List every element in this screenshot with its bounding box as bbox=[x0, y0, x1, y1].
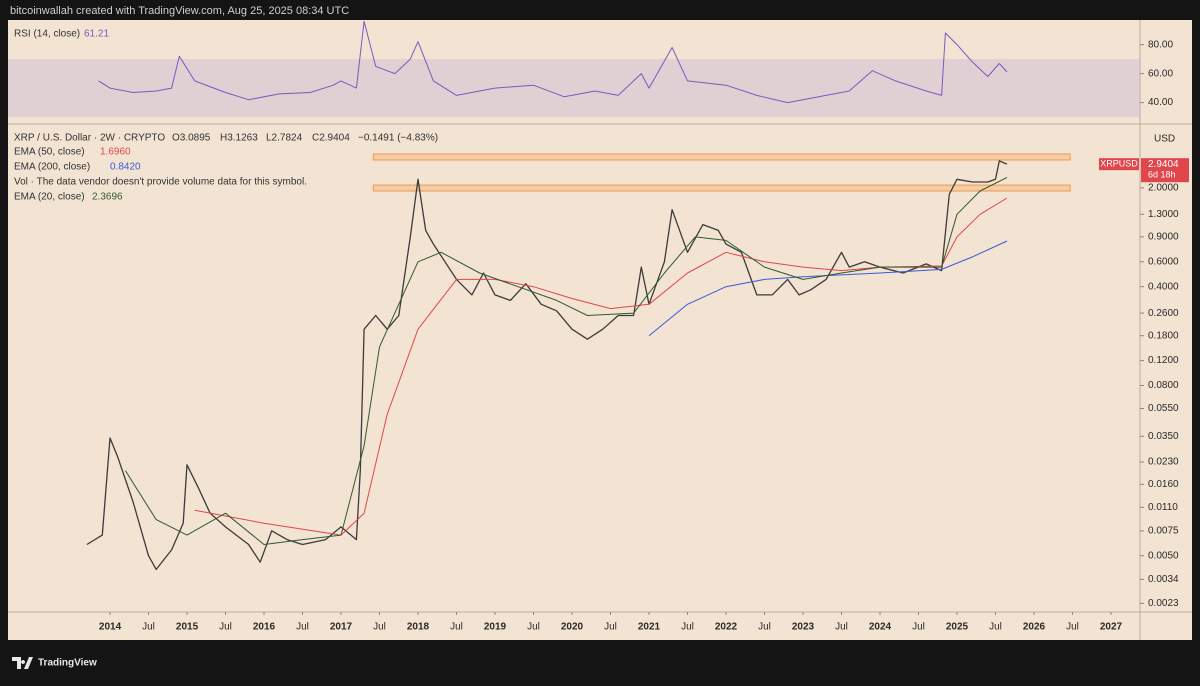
x-tick-label: 2016 bbox=[253, 622, 276, 633]
rsi-tick-label: 60.00 bbox=[1148, 68, 1173, 79]
rsi-tick-label: 40.00 bbox=[1148, 97, 1173, 108]
y-tick-label: 0.0075 bbox=[1148, 525, 1179, 536]
y-tick-label: 0.0230 bbox=[1148, 457, 1179, 468]
x-tick-label: 2026 bbox=[1023, 622, 1046, 633]
x-tick-label: Jul bbox=[1066, 622, 1079, 633]
price-tag-price: 2.9404 bbox=[1148, 159, 1179, 170]
y-tick-label: 2.0000 bbox=[1148, 182, 1179, 193]
rsi-name: RSI (14, close) bbox=[14, 29, 80, 40]
y-tick-label: 0.0550 bbox=[1148, 403, 1179, 414]
x-tick-label: Jul bbox=[450, 622, 463, 633]
y-tick-label: 0.4000 bbox=[1148, 281, 1179, 292]
y-tick-label: 0.0160 bbox=[1148, 479, 1179, 490]
x-tick-label: 2025 bbox=[946, 622, 969, 633]
price-tag bbox=[1141, 158, 1189, 183]
ohlc-value: O3.0895 bbox=[172, 133, 211, 144]
y-tick-label: 0.1800 bbox=[1148, 330, 1179, 341]
brand: TradingView bbox=[38, 658, 97, 669]
x-tick-label: 2017 bbox=[330, 622, 353, 633]
legend-value: 2.3696 bbox=[92, 192, 123, 203]
rsi-plot bbox=[98, 20, 1008, 104]
price-tag-symbol-text: XRPUSD bbox=[1100, 159, 1138, 169]
legend-value: 1.6960 bbox=[100, 147, 131, 158]
ema-line bbox=[124, 176, 1008, 545]
rsi-line bbox=[98, 20, 1008, 104]
x-tick-label: 2021 bbox=[638, 622, 661, 633]
y-tick-label: 0.0110 bbox=[1148, 502, 1178, 513]
y-tick-label: 0.0800 bbox=[1148, 380, 1179, 391]
x-tick-label: 2024 bbox=[869, 622, 892, 633]
price-tag-symbol bbox=[1099, 158, 1139, 171]
y-tick-label: 0.0050 bbox=[1148, 550, 1179, 561]
main-plot bbox=[86, 153, 1071, 571]
chart-background bbox=[8, 20, 1192, 640]
logo-icon bbox=[12, 657, 33, 669]
y-tick-label: 0.9000 bbox=[1148, 232, 1179, 243]
price-tag-countdown: 6d 18h bbox=[1148, 170, 1176, 180]
symbol: XRP / U.S. Dollar · 2W · CRYPTO bbox=[14, 133, 165, 144]
x-tick-label: 2015 bbox=[176, 622, 199, 633]
currency: USD bbox=[1154, 134, 1175, 145]
x-tick-label: Jul bbox=[758, 622, 771, 633]
y-tick-label: 0.0350 bbox=[1148, 431, 1179, 442]
attribution: bitcoinwallah created with TradingView.c… bbox=[10, 5, 349, 17]
x-tick-label: Jul bbox=[912, 622, 925, 633]
ohlc-value: L2.7824 bbox=[266, 133, 303, 144]
ohlc-value: C2.9404 bbox=[312, 133, 350, 144]
price-line bbox=[86, 160, 1008, 571]
ohlc-value: −0.1491 (−4.83%) bbox=[358, 133, 438, 144]
legend-name: EMA (20, close) bbox=[14, 192, 85, 203]
rsi-tick-label: 80.00 bbox=[1148, 39, 1173, 50]
x-tick-label: Jul bbox=[527, 622, 540, 633]
x-tick-label: 2014 bbox=[99, 622, 122, 633]
x-tick-label: Jul bbox=[835, 622, 848, 633]
x-tick-label: Jul bbox=[296, 622, 309, 633]
x-tick-label: Jul bbox=[989, 622, 1002, 633]
footer-logo: TradingView bbox=[12, 657, 97, 669]
y-tick-label: 0.2600 bbox=[1148, 308, 1179, 319]
x-tick-label: 2020 bbox=[561, 622, 584, 633]
y-tick-label: 0.1200 bbox=[1148, 355, 1179, 366]
resistance-zone bbox=[372, 153, 1071, 161]
legend: XRP / U.S. Dollar · 2W · CRYPTO Vol · Th… bbox=[14, 133, 438, 203]
x-tick-label: 2018 bbox=[407, 622, 430, 633]
rsi-value: 61.21 bbox=[84, 29, 109, 40]
x-tick-label: Jul bbox=[373, 622, 386, 633]
x-tick-label: 2019 bbox=[484, 622, 507, 633]
x-tick-label: Jul bbox=[142, 622, 155, 633]
rsi-band bbox=[8, 59, 1140, 118]
y-tick-label: 0.0023 bbox=[1148, 598, 1179, 609]
x-tick-label: Jul bbox=[604, 622, 617, 633]
y-tick-label: 0.0034 bbox=[1148, 574, 1179, 585]
y-tick-label: 1.3000 bbox=[1148, 209, 1179, 220]
resistance-zone bbox=[372, 184, 1071, 192]
ohlc-value: H3.1263 bbox=[220, 133, 258, 144]
legend-value: 0.8420 bbox=[110, 162, 141, 173]
ema-line bbox=[194, 197, 1008, 536]
x-tick-label: 2023 bbox=[792, 622, 815, 633]
x-tick-label: 2022 bbox=[715, 622, 738, 633]
volume-note: Vol · The data vendor doesn't provide vo… bbox=[14, 177, 307, 188]
x-tick-label: Jul bbox=[219, 622, 232, 633]
ema-line bbox=[648, 240, 1008, 337]
legend-name: EMA (50, close) bbox=[14, 147, 85, 158]
legend-name: EMA (200, close) bbox=[14, 162, 90, 173]
x-tick-label: 2027 bbox=[1100, 622, 1123, 633]
y-tick-label: 0.6000 bbox=[1148, 256, 1179, 267]
x-tick-label: Jul bbox=[681, 622, 694, 633]
